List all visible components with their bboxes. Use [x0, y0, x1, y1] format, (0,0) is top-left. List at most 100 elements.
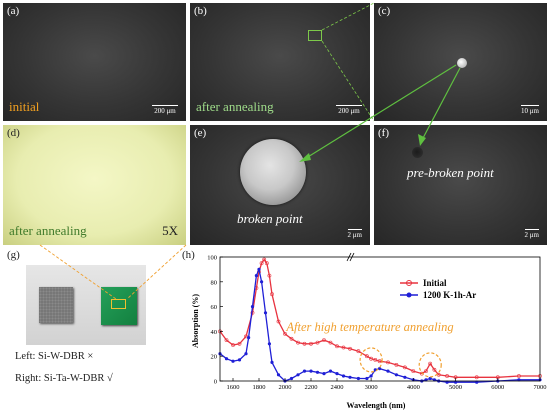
x-tick-label: 1800 [253, 384, 266, 391]
x-tick-label: 2400 [331, 384, 344, 391]
data-point [260, 280, 264, 284]
x-tick-label: 1600 [227, 384, 240, 391]
panel-b-label: (b) [194, 5, 207, 17]
data-point [224, 357, 229, 361]
panel-g-right-text: Right: Si-Ta-W-DBR √ [15, 373, 113, 384]
legend-marker-initial [406, 280, 412, 286]
data-point [276, 319, 281, 324]
data-point [259, 261, 264, 266]
x-tick-label: 4000 [407, 384, 420, 391]
panel-d-caption: after annealing [9, 223, 87, 238]
absorption-chart: 0 20 40 60 80 100 1600 1800 2000 2200 2400 3000 4000… [191, 252, 547, 410]
panel-c-scalebar: 10 μm [521, 105, 539, 115]
panel-c-scale-text: 10 μm [521, 107, 539, 115]
x-tick-label: 6000 [491, 384, 504, 391]
plot-frame [219, 256, 541, 382]
data-point [341, 374, 346, 378]
panel-c-particle [457, 58, 467, 68]
data-point [231, 359, 235, 363]
data-point [432, 367, 437, 372]
y-tick-label: 0 [214, 379, 217, 386]
data-point [378, 367, 382, 371]
data-point [247, 336, 251, 340]
panel-d-optical: (d) after annealing 5X [3, 125, 186, 245]
data-point [237, 341, 242, 346]
data-point [264, 261, 269, 266]
x-tick-label: 5000 [449, 384, 462, 391]
data-point [231, 343, 235, 347]
peak-highlight-3000 [359, 347, 383, 373]
data-point [289, 336, 294, 341]
data-point [224, 338, 229, 343]
panel-f-sem-prebroken: (f) pre-broken point 2 μm [374, 125, 547, 245]
data-point [322, 338, 326, 343]
panel-e-broken-disc [240, 139, 306, 205]
panel-e-sem-broken: (e) broken point 2 μm [190, 125, 370, 245]
panel-d-label: (d) [7, 127, 20, 139]
panel-g-sample-si-w-dbr [39, 287, 73, 323]
panel-e-scalebar: 2 μm [348, 229, 362, 239]
data-point [267, 273, 272, 278]
panel-a-scale-text: 200 μm [154, 107, 176, 115]
panel-a-sem-initial: (a) initial 200 μm [3, 3, 186, 121]
annotation-text: After high temperature annealing [285, 320, 453, 334]
data-point [428, 376, 432, 381]
panel-a-label: (a) [7, 5, 20, 17]
data-point [386, 369, 390, 373]
panel-d-magnification: 5X [162, 223, 178, 238]
data-point [262, 257, 267, 262]
data-point [403, 375, 407, 379]
y-tick-label: 100 [207, 255, 217, 262]
data-point [428, 361, 433, 366]
data-point [276, 373, 281, 377]
data-point [254, 274, 258, 278]
data-point [516, 374, 521, 378]
data-point [373, 358, 378, 362]
data-point [315, 340, 320, 345]
x-tick-label: 3000 [365, 384, 378, 391]
data-point [309, 369, 313, 373]
legend-label-initial: Initial [423, 278, 447, 288]
data-point [386, 360, 390, 365]
data-point [402, 365, 407, 370]
x-tick-label: 2000 [279, 384, 292, 391]
panel-h-chart: (h) 0 20 40 60 80 100 1600 1800 2000 2200 2400 3000… [182, 249, 548, 411]
panel-f-scalebar: 2 μm [525, 229, 539, 239]
panel-c-sem-zoom: (c) 10 μm [374, 3, 547, 121]
x-tick-label: 2200 [305, 384, 318, 391]
panel-g-left-text: Left: Si-W-DBR × [15, 351, 94, 362]
axis-break-mark [349, 252, 355, 262]
panel-e-scale-text: 2 μm [347, 231, 362, 239]
data-point [356, 376, 360, 381]
data-point [365, 376, 369, 381]
data-point [302, 369, 307, 373]
axis-break-mark [346, 252, 352, 262]
y-tick-label: 40 [211, 329, 218, 336]
data-point [289, 376, 294, 381]
panel-g-label: (g) [7, 249, 20, 261]
panel-f-caption: pre-broken point [407, 165, 494, 180]
data-point [377, 359, 382, 364]
panel-f-scale-text: 2 μm [524, 231, 539, 239]
panel-e-label: (e) [194, 127, 207, 139]
panel-b-scalebar: 200 μm [336, 105, 362, 115]
data-point [270, 292, 274, 297]
data-point [302, 341, 307, 346]
data-point [296, 373, 300, 377]
y-tick-label: 60 [211, 304, 218, 311]
data-point [244, 352, 248, 356]
panel-a-scalebar: 200 μm [152, 105, 178, 115]
data-point [394, 363, 399, 367]
panel-b-sem-annealed: (b) after annealing 200 μm [190, 3, 370, 121]
data-point [348, 375, 352, 379]
panel-c-label: (c) [378, 5, 391, 17]
panel-g-photo: (g) Left: Si-W-DBR × Right: Si-Ta-W-DBR … [3, 249, 186, 409]
data-point [237, 358, 242, 362]
panel-f-label: (f) [378, 127, 389, 139]
data-point [445, 374, 450, 378]
panel-g-zoom-box [111, 299, 126, 309]
data-point [257, 267, 261, 271]
data-point [296, 340, 300, 345]
data-point [364, 354, 369, 359]
y-tick-label: 80 [211, 279, 218, 286]
